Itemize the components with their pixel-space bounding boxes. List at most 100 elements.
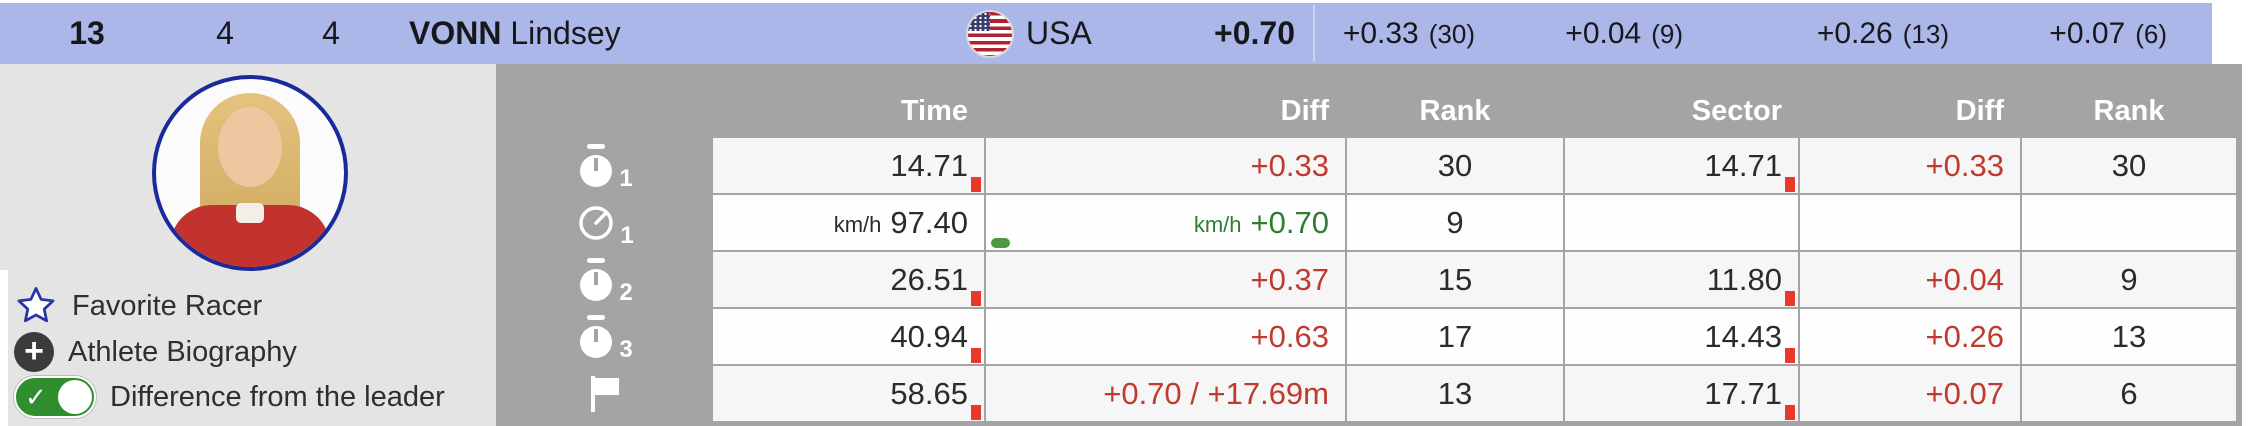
racer-last-name: VONN [409, 15, 502, 51]
kmh-unit: km/h [1193, 211, 1242, 237]
time-cell: 40.94 [713, 309, 984, 364]
sector-rank-cell: 30 [2022, 138, 2236, 193]
rank-run: 4 [322, 15, 340, 51]
red-marker-icon [1785, 348, 1795, 363]
diff-cell: +0.33 [986, 138, 1345, 193]
favorite-racer-option[interactable]: Favorite Racer [14, 284, 262, 328]
split-diff-3: +0.26 (13) [1817, 3, 1949, 64]
sector-cell [1565, 195, 1798, 250]
split-diff-1: +0.33 (30) [1343, 3, 1475, 64]
sector-diff-cell: +0.33 [1800, 138, 2020, 193]
split-diff-2: +0.04 (9) [1565, 3, 1683, 64]
split-rank: (30) [1428, 19, 1475, 49]
col-header-rank2: Rank [2093, 95, 2165, 127]
time-cell: km/h 97.40 [713, 195, 984, 250]
usa-flag-icon [966, 10, 1014, 58]
athlete-biography-label: Athlete Biography [68, 335, 297, 368]
diff-cell: +0.70 / +17.69m [986, 366, 1345, 421]
difference-toggle-option[interactable]: ✓ Difference from the leader [14, 376, 445, 418]
bar-divider [1313, 5, 1315, 62]
toggle-knob[interactable] [58, 380, 92, 414]
red-marker-icon [1785, 405, 1795, 420]
red-marker-icon [1785, 291, 1795, 306]
split-value: +0.26 [1816, 17, 1893, 50]
table-row-intermediate-1: 14.71 +0.33 30 14.71 +0.33 30 [713, 138, 2236, 193]
sector-diff-cell [1800, 195, 2020, 250]
difference-toggle-label: Difference from the leader [110, 380, 445, 413]
speedometer-icon: 1 [496, 195, 713, 250]
sector-rank-cell [2022, 195, 2236, 250]
rank-cell: 13 [1347, 366, 1563, 421]
split-value: +0.33 [1342, 17, 1419, 50]
sector-rank-cell: 6 [2022, 366, 2236, 421]
diff-cell: +0.63 [986, 309, 1345, 364]
col-header-diff2: Diff [1955, 95, 2004, 127]
sector-rank-cell: 9 [2022, 252, 2236, 307]
bib-number: 13 [69, 15, 105, 51]
rank-cell: 9 [1347, 195, 1563, 250]
kmh-unit: km/h [833, 211, 882, 237]
col-header-rank: Rank [1419, 95, 1491, 127]
table-row-finish: 58.65 +0.70 / +17.69m 13 17.71 +0.07 6 [713, 366, 2236, 421]
stopwatch-icon: 3 [496, 309, 713, 364]
stopwatch-icon: 2 [496, 252, 713, 307]
check-icon: ✓ [25, 382, 47, 412]
time-cell: 58.65 [713, 366, 984, 421]
sector-cell: 14.43 [1565, 309, 1798, 364]
racer-name: VONN Lindsey [409, 3, 621, 64]
toggle-on-icon[interactable]: ✓ [14, 376, 96, 418]
racer-first-name: Lindsey [510, 15, 621, 51]
sector-cell: 11.80 [1565, 252, 1798, 307]
sector-index: 3 [619, 335, 633, 363]
diff-cell: km/h +0.70 [986, 195, 1345, 250]
sector-index: 1 [619, 164, 633, 192]
athlete-panel: Favorite Racer + Athlete Biography ✓ Dif… [0, 64, 496, 426]
red-marker-icon [971, 291, 981, 306]
racer-bar[interactable]: 13 4 4 VONN Lindsey USA +0.70 +0.33 (30) … [0, 3, 2212, 64]
rank-cell: 15 [1347, 252, 1563, 307]
split-value: +0.04 [1565, 17, 1642, 50]
col-header-time: Time [900, 95, 968, 127]
split-diff-4: +0.07 (6) [2049, 3, 2167, 64]
photo-face [218, 107, 282, 187]
sector-diff-cell: +0.26 [1800, 309, 2020, 364]
table-row-intermediate-2: 26.51 +0.37 15 11.80 +0.04 9 [713, 252, 2236, 307]
rank-cell: 17 [1347, 309, 1563, 364]
sector-cell: 17.71 [1565, 366, 1798, 421]
star-icon[interactable] [14, 284, 58, 328]
finish-flag-icon [496, 366, 713, 421]
col-header-sector: Sector [1691, 95, 1782, 127]
split-rank: (6) [2135, 19, 2167, 49]
athlete-biography-option[interactable]: + Athlete Biography [14, 332, 297, 372]
time-cell: 26.51 [713, 252, 984, 307]
red-marker-icon [971, 348, 981, 363]
red-marker-icon [971, 177, 981, 192]
total-diff: +0.70 [1214, 15, 1295, 51]
time-cell: 14.71 [713, 138, 984, 193]
rank-cell: 30 [1347, 138, 1563, 193]
red-marker-icon [1785, 177, 1795, 192]
timing-table: Time Diff Rank Sector Diff Rank 1 1 2 3 [496, 64, 2242, 426]
split-rank: (9) [1651, 19, 1683, 49]
table-rows: 14.71 +0.33 30 14.71 +0.33 30 km/h 97.40 … [713, 138, 2236, 421]
plus-icon[interactable]: + [14, 332, 54, 372]
photo-collar [236, 203, 264, 223]
split-rank: (13) [1902, 19, 1949, 49]
sector-diff-cell: +0.07 [1800, 366, 2020, 421]
sector-diff-cell: +0.04 [1800, 252, 2020, 307]
green-marker-icon [991, 238, 1010, 248]
panel-left-margin [0, 270, 8, 426]
sector-rank-cell: 13 [2022, 309, 2236, 364]
table-header: Time Diff Rank Sector Diff Rank [713, 64, 2236, 138]
favorite-racer-label: Favorite Racer [72, 289, 263, 322]
red-marker-icon [971, 405, 981, 420]
rank-overall: 4 [216, 15, 234, 51]
sector-cell: 14.71 [1565, 138, 1798, 193]
diff-cell: +0.37 [986, 252, 1345, 307]
col-header-diff: Diff [1280, 95, 1329, 127]
country-code: USA [1026, 15, 1092, 51]
stopwatch-icon: 1 [496, 138, 713, 193]
sector-index: 2 [619, 278, 633, 306]
table-row-speed-1: km/h 97.40 km/h +0.70 9 [713, 195, 2236, 250]
sector-index: 1 [620, 221, 634, 249]
